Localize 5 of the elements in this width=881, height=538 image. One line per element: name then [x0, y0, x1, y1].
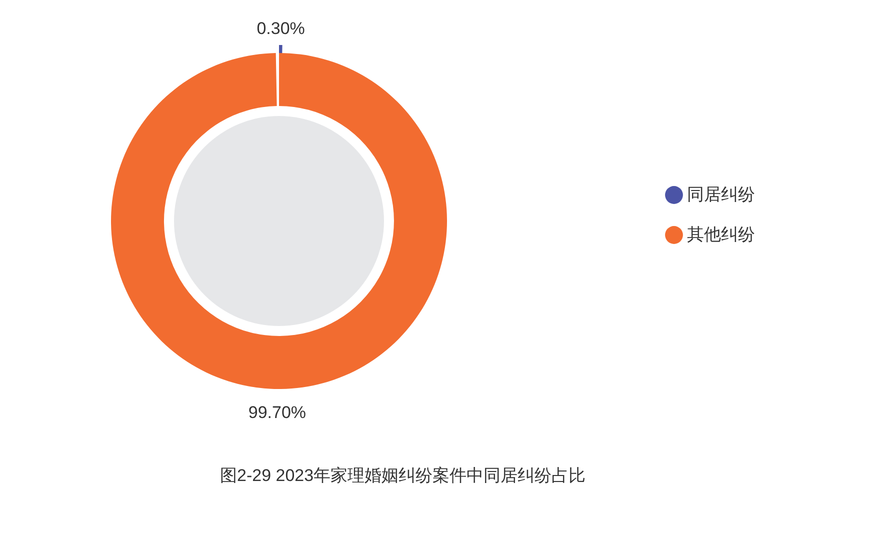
- legend-label: 同居纠纷: [687, 185, 755, 204]
- legend-label: 其他纠纷: [687, 225, 755, 244]
- data-label: 0.30%: [256, 19, 305, 38]
- data-label: 99.70%: [248, 402, 306, 422]
- text: 图2-29 2023年家理婚姻纠纷案件中同居纠纷占比: [220, 466, 586, 485]
